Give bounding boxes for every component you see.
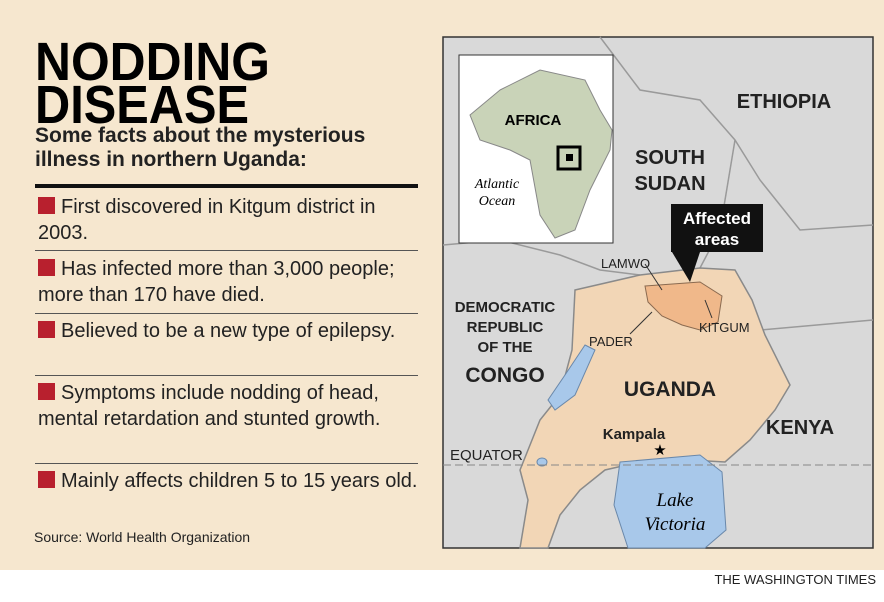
callout-pointer: [672, 252, 700, 282]
fact-text: Believed to be a new type of epilepsy.: [61, 320, 396, 342]
separator: [35, 463, 418, 464]
map-label: KENYA: [766, 417, 834, 439]
bullet: [38, 259, 55, 276]
bullet: [38, 383, 55, 400]
inset-label: Ocean: [479, 194, 516, 209]
fact-text: First discovered in Kitgum district in 2…: [38, 196, 376, 244]
bullet: [38, 471, 55, 488]
fact: Mainly affects children 5 to 15 years ol…: [38, 468, 420, 494]
fact: Has infected more than 3,000 people; mor…: [38, 256, 420, 308]
bullet: [38, 321, 55, 338]
fact-text: Mainly affects children 5 to 15 years ol…: [61, 470, 418, 492]
fact-text: Has infected more than 3,000 people; mor…: [38, 258, 395, 306]
map-label: Kampala: [603, 426, 666, 443]
inset-label: Atlantic: [474, 177, 520, 192]
lake-label: Victoria: [645, 514, 706, 535]
map-label: CONGO: [465, 364, 544, 387]
lake-albert: [547, 344, 596, 411]
credit: THE WASHINGTON TIMES: [714, 572, 876, 587]
separator: [35, 250, 418, 251]
map-label: OF THE: [478, 339, 533, 356]
district-label: KITGUM: [699, 320, 750, 335]
map-label: ETHIOPIA: [737, 91, 831, 113]
fact-text: Symptoms include nodding of head, mental…: [38, 382, 381, 430]
callout-box: [671, 204, 763, 252]
map-label: DEMOCRATIC: [455, 299, 556, 316]
fact: Believed to be a new type of epilepsy.: [38, 318, 420, 344]
map-label: REPUBLIC: [467, 319, 544, 336]
lake-victoria: [613, 454, 727, 549]
fact: Symptoms include nodding of head, mental…: [38, 380, 420, 432]
district-label: LAMWO: [601, 256, 650, 271]
africa: [469, 69, 613, 239]
locator: [556, 145, 582, 171]
bullet: [38, 197, 55, 214]
district-label: PADER: [589, 334, 633, 349]
affected-area: [644, 281, 723, 331]
equator-label: EQUATOR: [450, 447, 523, 464]
leader: [629, 311, 653, 335]
subtitle: Some facts about the mysterious illness …: [35, 124, 366, 171]
map-label: SUDAN: [634, 173, 705, 195]
rule: [35, 184, 418, 188]
lake: [536, 457, 548, 467]
separator: [35, 313, 418, 314]
fact: First discovered in Kitgum district in 2…: [38, 194, 420, 246]
callout-text: areas: [695, 230, 739, 249]
title-line: NODDING: [35, 32, 270, 92]
map-label: UGANDA: [624, 378, 716, 401]
capital-star: ★: [653, 442, 666, 459]
inset-label: AFRICA: [505, 112, 562, 129]
lake-label: Lake: [656, 490, 694, 511]
leader: [704, 299, 713, 319]
callout-text: Affected: [683, 209, 751, 228]
map-label: SOUTH: [635, 147, 705, 169]
title-line: DISEASE: [35, 75, 249, 135]
separator: [35, 375, 418, 376]
source: Source: World Health Organization: [34, 529, 250, 545]
locator-dot: [566, 154, 573, 161]
leader: [644, 263, 663, 291]
